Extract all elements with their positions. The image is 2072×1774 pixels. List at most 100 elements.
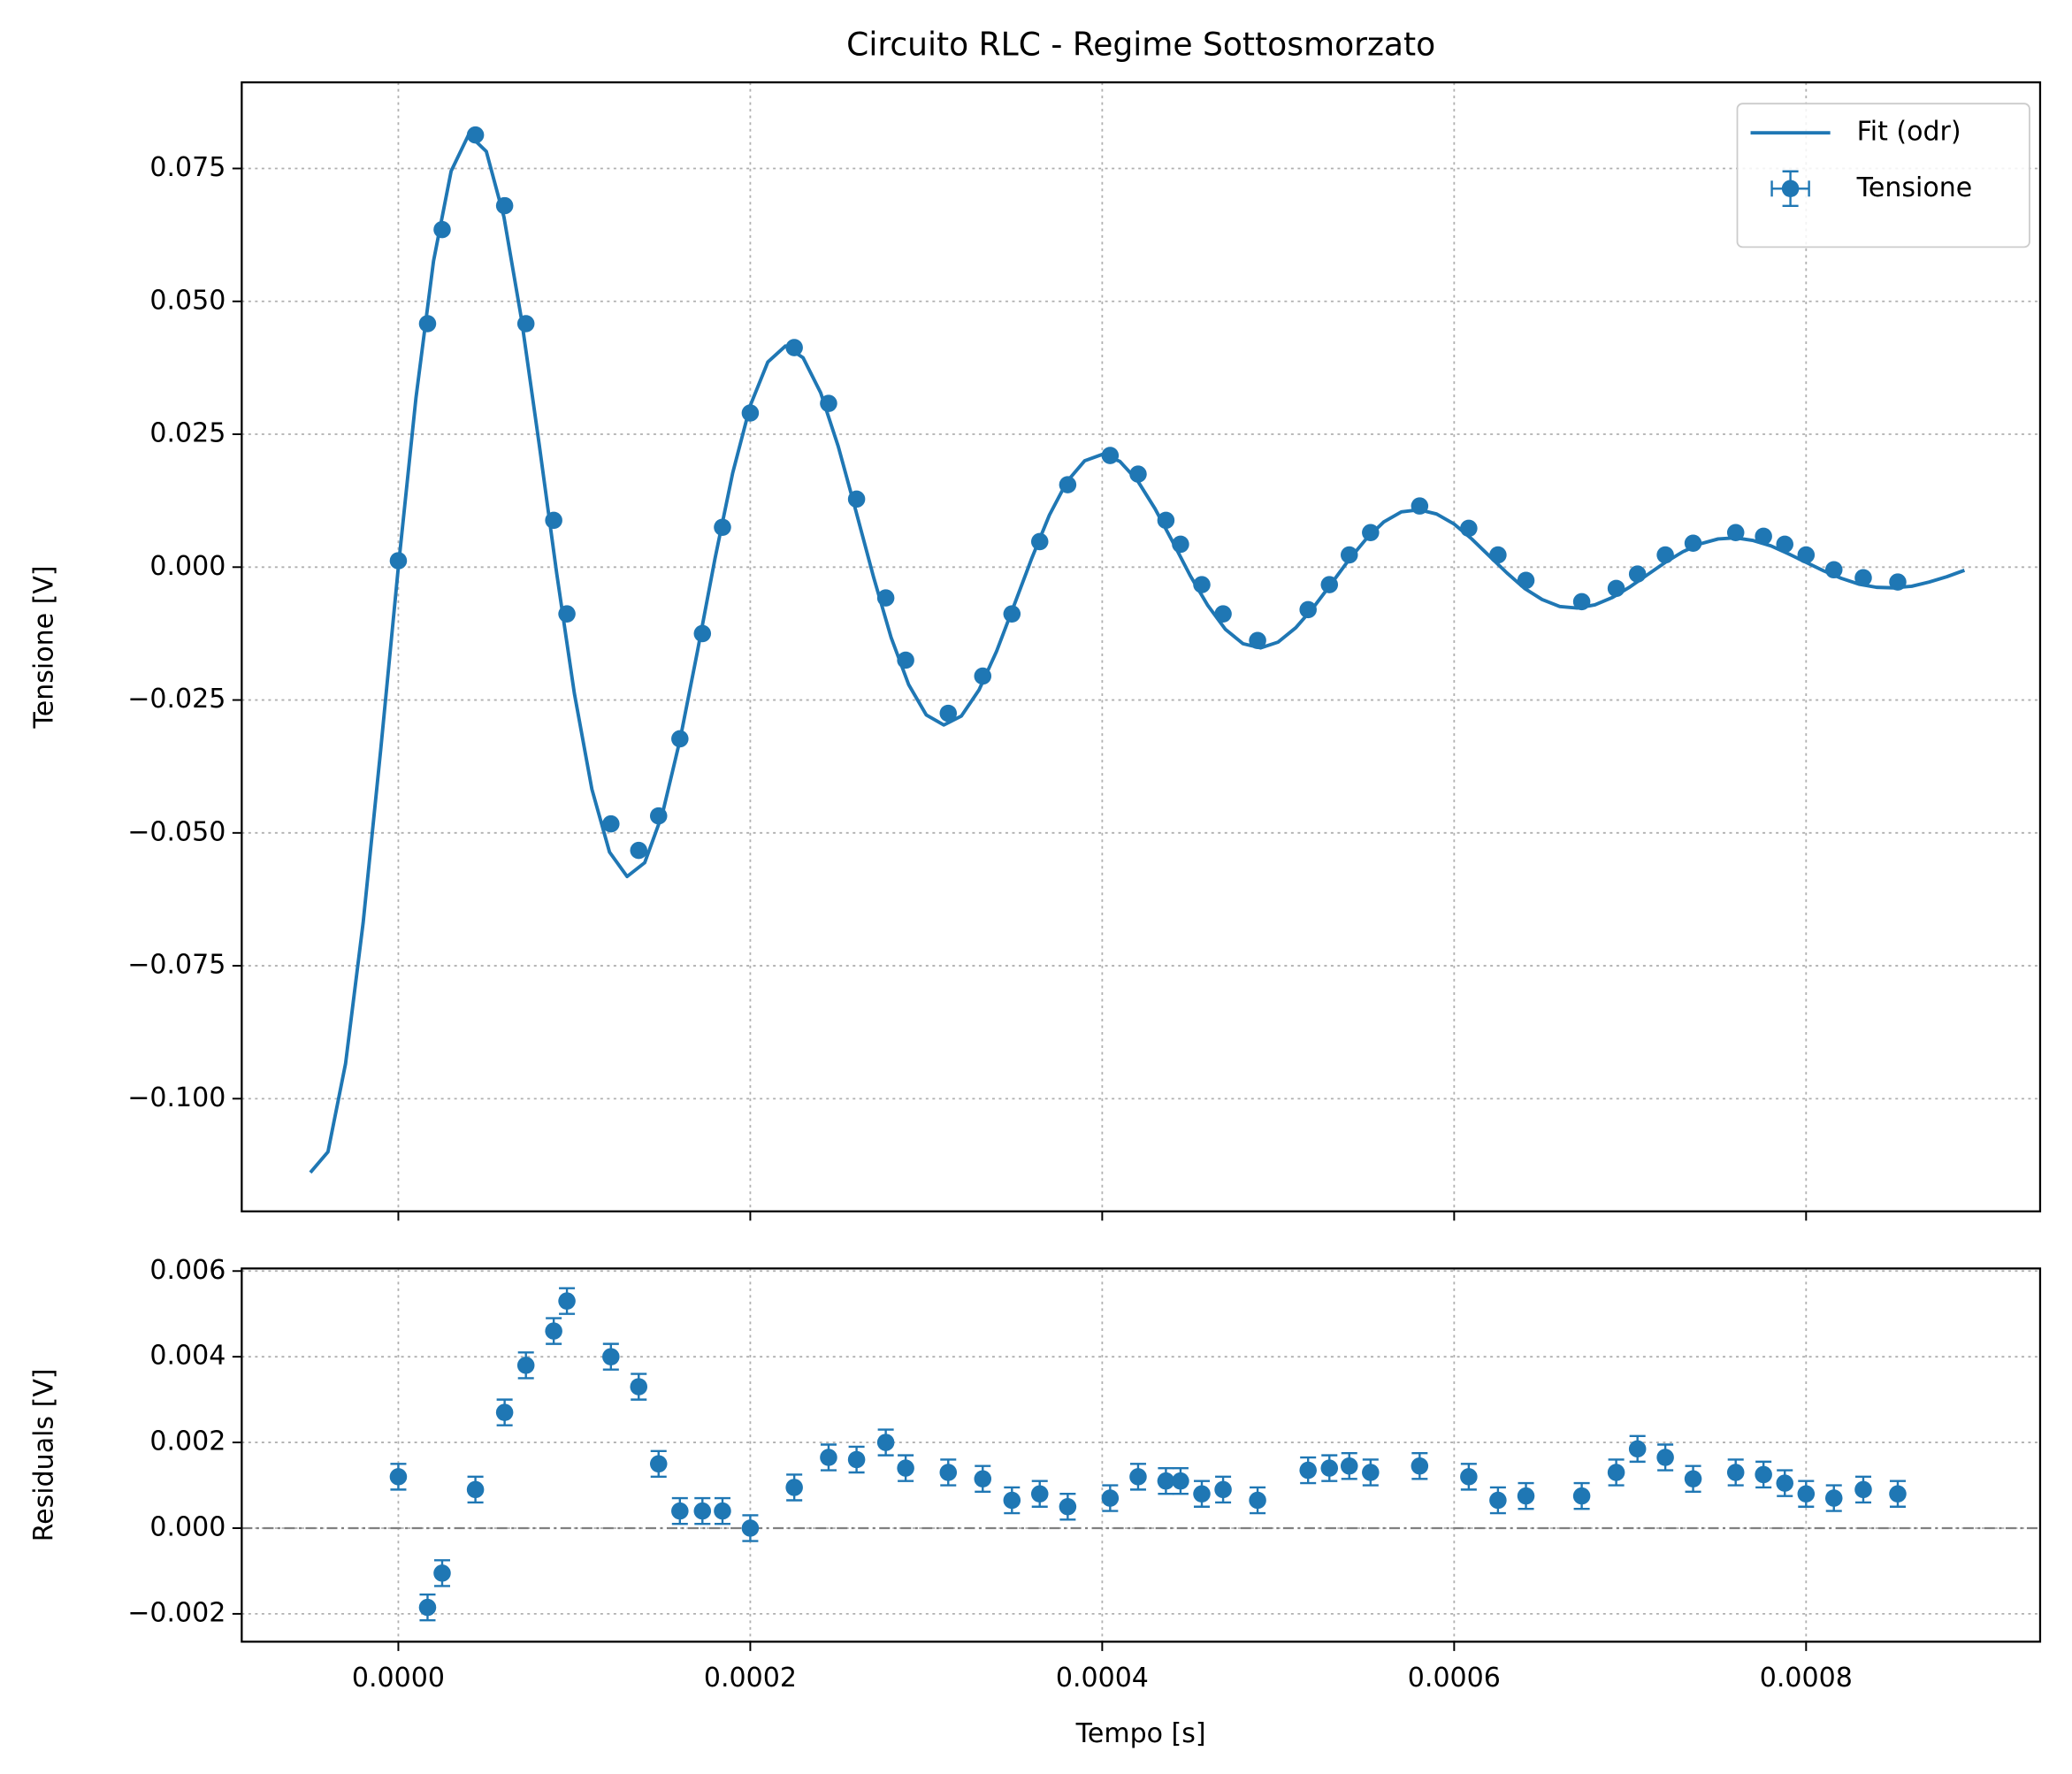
data-point bbox=[1059, 1497, 1077, 1516]
data-point bbox=[558, 605, 576, 623]
data-point bbox=[1572, 593, 1591, 611]
data-point bbox=[1101, 1489, 1120, 1507]
data-point bbox=[876, 1434, 895, 1451]
y-tick-label: 0.004 bbox=[149, 1341, 226, 1372]
data-point bbox=[1889, 573, 1907, 591]
data-point bbox=[1824, 561, 1843, 579]
data-point bbox=[1489, 1491, 1507, 1510]
y-tick-label: −0.075 bbox=[127, 950, 226, 981]
data-point bbox=[820, 394, 837, 412]
data-point bbox=[1129, 1468, 1147, 1486]
data-point bbox=[1172, 1472, 1189, 1490]
data-point bbox=[1517, 1487, 1535, 1505]
data-point bbox=[1362, 1464, 1380, 1481]
y-tick-label: −0.002 bbox=[127, 1597, 226, 1628]
data-point bbox=[1797, 546, 1816, 564]
data-point bbox=[602, 814, 620, 833]
y-tick-label: 0.000 bbox=[149, 551, 226, 582]
data-point bbox=[495, 1403, 514, 1421]
data-point bbox=[1726, 1464, 1745, 1481]
data-point bbox=[433, 220, 451, 239]
y-tick-label: −0.050 bbox=[127, 816, 226, 847]
data-point bbox=[714, 518, 731, 536]
data-point bbox=[1299, 1461, 1317, 1480]
x-tick-label: 0.0004 bbox=[1056, 1663, 1149, 1694]
data-point bbox=[389, 1468, 408, 1486]
data-point bbox=[1193, 1485, 1211, 1503]
data-point bbox=[1755, 1465, 1772, 1484]
data-point bbox=[1628, 1440, 1647, 1458]
data-point bbox=[741, 1519, 760, 1537]
data-point bbox=[649, 1455, 668, 1473]
data-point bbox=[1172, 535, 1189, 554]
data-point bbox=[630, 1378, 648, 1395]
data-point bbox=[1755, 527, 1772, 546]
data-point bbox=[1059, 476, 1077, 493]
data-point bbox=[1684, 534, 1702, 553]
data-point bbox=[1889, 1485, 1907, 1503]
data-point bbox=[820, 1449, 837, 1466]
x-tick-label: 0.0008 bbox=[1760, 1663, 1853, 1694]
data-point bbox=[1249, 631, 1266, 650]
data-point bbox=[1299, 600, 1317, 619]
data-point bbox=[1003, 605, 1021, 623]
y-tick-label: −0.100 bbox=[127, 1082, 226, 1113]
data-point bbox=[1030, 1485, 1049, 1503]
data-point bbox=[1797, 1485, 1816, 1503]
data-point bbox=[1157, 1472, 1175, 1490]
data-point bbox=[495, 196, 514, 215]
data-point bbox=[671, 730, 689, 748]
data-point bbox=[1249, 1491, 1266, 1510]
data-point bbox=[847, 1450, 866, 1469]
data-point bbox=[897, 651, 914, 669]
x-tick-label: 0.0000 bbox=[352, 1663, 445, 1694]
data-point bbox=[466, 1480, 485, 1499]
data-point bbox=[1656, 1449, 1674, 1466]
legend-box bbox=[1736, 103, 2030, 249]
y-tick-label: 0.025 bbox=[149, 418, 226, 449]
data-point bbox=[1101, 447, 1120, 464]
data-point bbox=[1607, 579, 1625, 598]
data-point bbox=[1340, 546, 1358, 564]
data-point bbox=[1411, 1457, 1429, 1475]
data-point bbox=[714, 1502, 731, 1520]
data-point bbox=[671, 1502, 689, 1520]
data-point bbox=[1489, 546, 1507, 564]
x-tick-label: 0.0002 bbox=[704, 1663, 797, 1694]
y-axis-label: Tensione [V] bbox=[29, 565, 60, 729]
data-point bbox=[693, 1502, 712, 1520]
data-point bbox=[602, 1348, 620, 1365]
data-point bbox=[433, 1564, 451, 1582]
data-point bbox=[1776, 535, 1793, 554]
data-point bbox=[785, 1479, 803, 1496]
data-point bbox=[1572, 1487, 1591, 1505]
data-point bbox=[1854, 569, 1872, 587]
data-point bbox=[939, 704, 958, 723]
data-point bbox=[466, 126, 485, 144]
data-point bbox=[545, 1322, 562, 1340]
x-tick-label: 0.0006 bbox=[1408, 1663, 1501, 1694]
data-point bbox=[1684, 1470, 1702, 1488]
data-point bbox=[974, 1470, 992, 1488]
legend-label: Tensione bbox=[1856, 172, 1973, 203]
data-point bbox=[630, 841, 648, 860]
data-point bbox=[1362, 524, 1380, 541]
data-point bbox=[1320, 576, 1339, 593]
plot-frame bbox=[241, 1267, 2042, 1643]
data-point bbox=[1776, 1474, 1793, 1492]
data-point bbox=[1214, 605, 1232, 623]
legend-label: Fit (odr) bbox=[1857, 117, 1961, 148]
data-point bbox=[693, 624, 712, 643]
data-point bbox=[1320, 1459, 1339, 1477]
data-point bbox=[1726, 524, 1745, 541]
data-point bbox=[1460, 1468, 1478, 1486]
y-tick-label: 0.075 bbox=[149, 152, 226, 183]
y-axis-label: Residuals [V] bbox=[29, 1368, 60, 1541]
y-tick-label: −0.025 bbox=[127, 684, 226, 715]
data-point bbox=[1193, 576, 1211, 593]
data-point bbox=[649, 807, 668, 825]
